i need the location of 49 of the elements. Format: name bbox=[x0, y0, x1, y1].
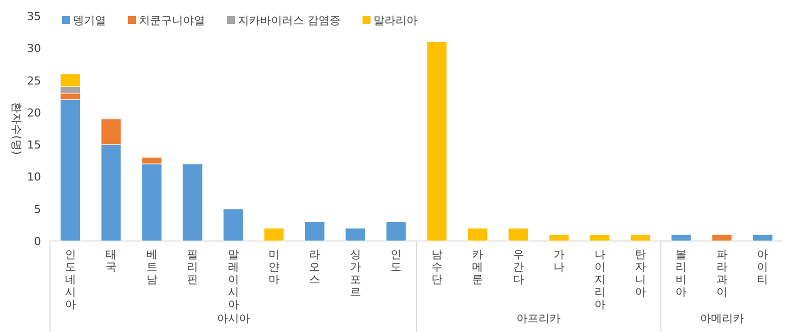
bar bbox=[426, 41, 448, 242]
x-tick-label: 남수단 bbox=[431, 248, 442, 286]
x-tick-label: 볼리비아 bbox=[676, 248, 687, 298]
bar bbox=[630, 234, 651, 242]
x-tick-label: 싱가포르 bbox=[350, 248, 361, 298]
bar bbox=[182, 164, 203, 242]
legend-label: 치쿤구니야열 bbox=[139, 14, 205, 27]
bar bbox=[222, 208, 244, 242]
y-tick-label: 30 bbox=[27, 42, 41, 56]
bar bbox=[508, 228, 529, 242]
x-tick-label: 베트남 bbox=[146, 248, 158, 286]
y-tick-label: 15 bbox=[27, 138, 41, 152]
bar bbox=[752, 234, 773, 242]
bar bbox=[670, 234, 692, 242]
x-tick-label: 말레이시아 bbox=[228, 248, 239, 311]
y-tick-label: 35 bbox=[27, 10, 41, 23]
x-tick-label: 우간다 bbox=[512, 248, 524, 286]
x-tick-label: 인도네시아 bbox=[64, 248, 76, 311]
x-tick-label: 나이지리아 bbox=[594, 248, 606, 311]
y-axis-title: 환자수(명) bbox=[10, 102, 23, 155]
bar bbox=[712, 234, 732, 242]
x-tick-label: 가나 bbox=[554, 248, 565, 274]
x-tick-label: 라오스 bbox=[309, 248, 320, 286]
bar bbox=[589, 234, 610, 242]
y-tick-label: 0 bbox=[34, 235, 41, 248]
text: 아메리카 bbox=[700, 312, 744, 325]
bar bbox=[345, 228, 366, 242]
y-tick-label: 10 bbox=[27, 170, 41, 184]
legend-label: 뎅기열 bbox=[73, 14, 106, 27]
x-tick-label: 필리핀 bbox=[187, 248, 198, 286]
x-tick-label: 파라과이 bbox=[716, 248, 728, 298]
x-tick-label: 미얀마 bbox=[268, 248, 280, 286]
bar bbox=[467, 228, 488, 242]
y-tick-label: 25 bbox=[27, 74, 41, 88]
text: 아프리카 bbox=[516, 312, 561, 325]
x-tick-label: 인도 bbox=[390, 248, 402, 274]
x-tick-label: 카메룬 bbox=[472, 248, 484, 286]
x-tick-label: 탄자니아 bbox=[634, 248, 646, 298]
bar bbox=[548, 234, 570, 242]
y-tick-label: 5 bbox=[34, 202, 41, 216]
y-tick-label: 20 bbox=[27, 106, 41, 120]
bar bbox=[304, 221, 325, 242]
legend-label: 지카바이러스 감염증 bbox=[238, 14, 340, 27]
text: 아시아 bbox=[216, 312, 250, 325]
bar bbox=[386, 221, 406, 242]
bar bbox=[264, 228, 284, 242]
x-tick-label: 태국 bbox=[106, 248, 117, 274]
legend-label: 말라리아 bbox=[374, 14, 418, 27]
x-tick-label: 아이티 bbox=[757, 248, 768, 286]
